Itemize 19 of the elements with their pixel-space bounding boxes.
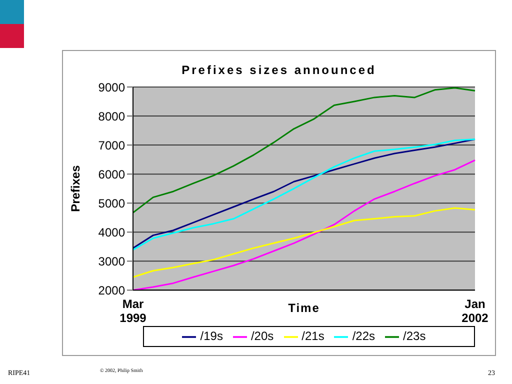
legend-label: /20s: [250, 329, 274, 344]
y-axis-title: Prefixes: [68, 164, 82, 212]
line-series: [132, 207, 476, 278]
y-tick-label: 3000: [98, 254, 126, 268]
y-tick-label: 6000: [98, 167, 126, 182]
legend-label: /19s: [200, 329, 223, 344]
y-tick-label: 2000: [98, 283, 126, 298]
x-tick-label: Jan 2002: [462, 297, 489, 326]
y-tick-label: 4000: [98, 225, 126, 240]
legend-label: /21s: [302, 329, 324, 344]
chart-title: Prefixes sizes announced: [180, 63, 378, 77]
x-axis-title: Time: [288, 301, 320, 316]
y-tick-label: 5000: [98, 196, 126, 210]
y-tick-label: 8000: [98, 109, 126, 124]
legend-label: /22s: [352, 329, 376, 344]
y-tick-label: 9000: [98, 80, 126, 94]
legend-label: /23s: [403, 329, 426, 344]
y-tick-label: 7000: [98, 138, 126, 152]
x-tick-label: Mar 1999: [120, 297, 147, 326]
